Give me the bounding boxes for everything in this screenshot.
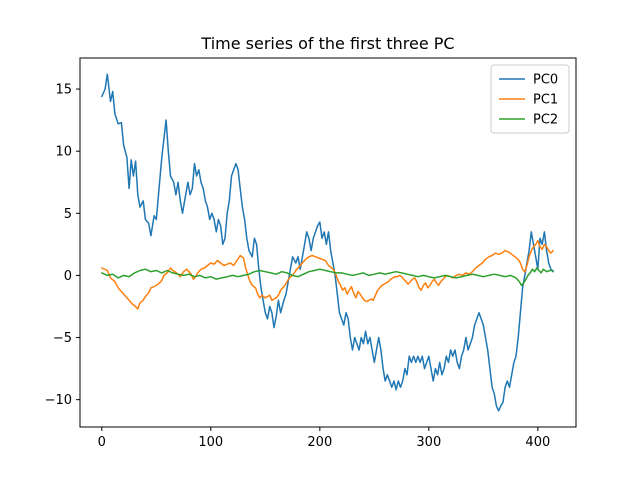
y-tick-label: 15 [55,83,72,98]
y-tick-label: 10 [55,145,72,160]
x-tick-label: 400 [525,435,550,450]
y-axis: −10 −5 0 5 10 15 [45,83,80,408]
x-axis: 0 100 200 300 400 [98,427,550,450]
x-tick-label: 100 [198,435,223,450]
series-line-pc2 [101,267,554,287]
legend: PC0 PC1 PC2 [490,64,570,134]
x-tick-label: 0 [98,435,106,450]
series-line-pc0 [101,73,554,412]
axes-frame [79,57,577,428]
y-tick-label: −5 [53,331,72,346]
y-tick-label: −10 [45,393,72,408]
chart-title: Time series of the first three PC [200,34,454,53]
legend-label: PC0 [533,73,558,88]
legend-box [490,64,570,134]
y-tick-label: 0 [64,269,72,284]
x-tick-label: 300 [416,435,441,450]
series-line-pc1 [101,239,554,310]
legend-label: PC1 [533,93,558,108]
plot-area [101,73,554,412]
legend-label: PC2 [533,113,558,128]
x-tick-label: 200 [307,435,332,450]
y-tick-label: 5 [64,207,72,222]
